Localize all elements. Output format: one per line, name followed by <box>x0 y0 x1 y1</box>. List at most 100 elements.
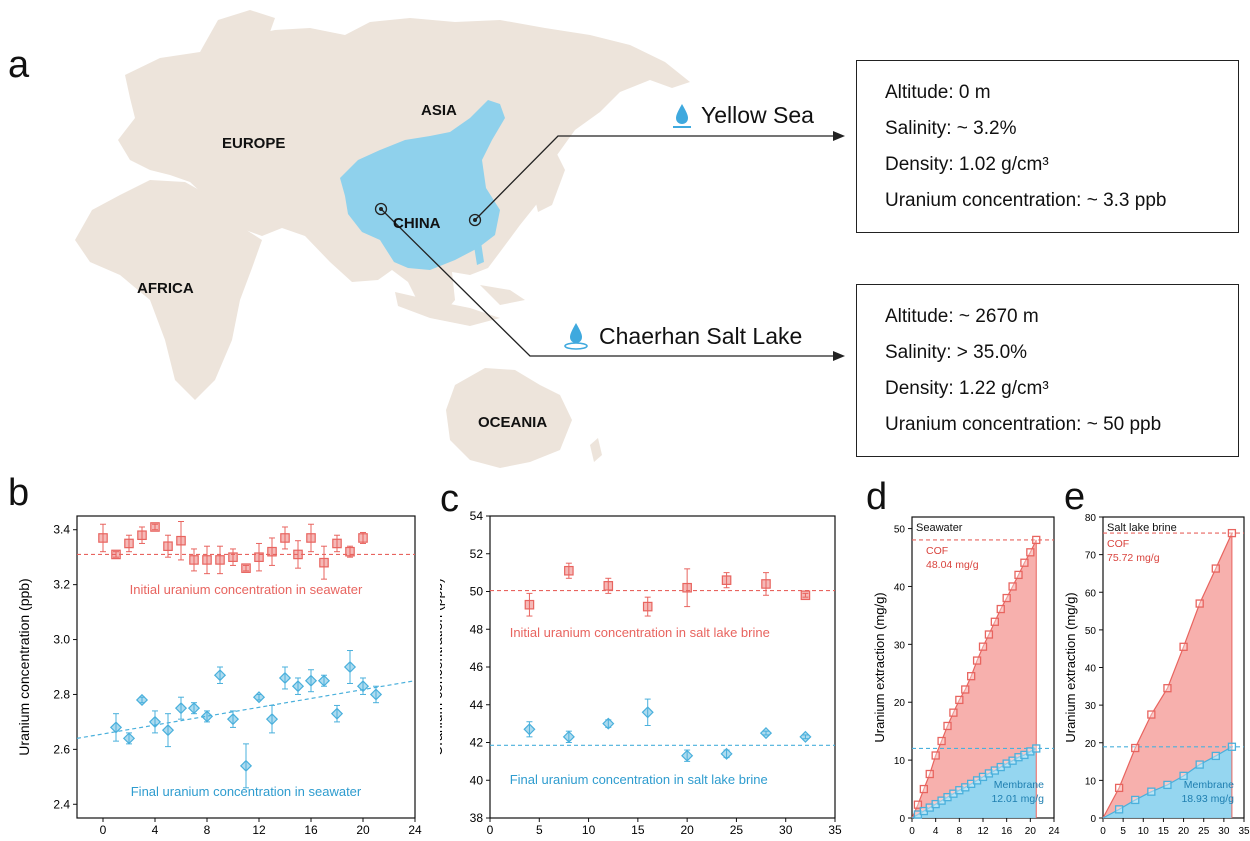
data-point <box>800 590 811 601</box>
data-point <box>122 732 136 745</box>
yellow-sea-connector <box>474 135 840 221</box>
y-tick-label: 44 <box>470 698 484 712</box>
data-point <box>1032 535 1041 545</box>
data-point <box>330 707 344 720</box>
y-tick-label: 3.0 <box>53 633 70 647</box>
data-point <box>306 533 316 543</box>
membrane-label: Membrane <box>994 779 1044 791</box>
data-point <box>176 535 186 546</box>
africa-landmass <box>75 180 262 400</box>
x-tick-label: 4 <box>152 823 159 837</box>
x-tick-label: 15 <box>631 823 645 837</box>
data-point <box>1147 710 1156 719</box>
y-tick-label: 40 <box>894 582 906 593</box>
data-point <box>1020 558 1029 567</box>
x-tick-label: 16 <box>1001 826 1013 837</box>
x-tick-label: 16 <box>304 823 318 837</box>
data-point <box>358 533 368 543</box>
x-tick-label: 0 <box>487 823 494 837</box>
data-point <box>1114 783 1124 793</box>
data-point <box>1014 570 1023 580</box>
region-label-europe: EUROPE <box>222 135 285 152</box>
data-point <box>369 688 383 701</box>
data-point <box>1147 787 1156 796</box>
data-point <box>1002 593 1011 603</box>
y-tick-label: 10 <box>1085 776 1097 787</box>
data-point <box>1211 564 1220 573</box>
data-point <box>1227 742 1237 751</box>
data-point <box>1014 753 1023 762</box>
y-tick-label: 38 <box>470 811 484 825</box>
y-tick-label: 2.8 <box>53 687 70 701</box>
x-tick-label: 25 <box>1198 826 1210 837</box>
y-axis-label: Uranium concentration (ppb) <box>440 578 445 755</box>
data-point <box>317 674 331 687</box>
series-line <box>1102 532 1233 819</box>
data-point <box>943 721 952 731</box>
data-point <box>967 672 976 681</box>
trend-line <box>76 680 416 739</box>
data-point <box>949 708 958 717</box>
site-label-chaerhan: Chaerhan Salt Lake <box>599 323 803 349</box>
data-point <box>343 660 357 674</box>
x-tick-label: 10 <box>1138 826 1150 837</box>
data-point <box>226 713 240 726</box>
data-point <box>524 599 535 610</box>
y-tick-label: 54 <box>470 509 484 523</box>
y-tick-label: 50 <box>894 525 906 536</box>
y-tick-label: 40 <box>470 773 484 787</box>
data-point <box>345 546 355 557</box>
data-point <box>150 522 160 532</box>
data-point <box>254 552 264 562</box>
region-label-asia: ASIA <box>421 102 457 119</box>
info-density: Density: 1.02 g/cm³ <box>885 154 1049 175</box>
x-tick-label: 15 <box>1158 826 1170 837</box>
chart-title: Seawater <box>916 522 963 534</box>
data-point <box>1032 744 1041 753</box>
y-tick-label: 80 <box>1085 513 1097 524</box>
x-tick-label: 30 <box>1218 826 1230 837</box>
data-point <box>972 656 982 665</box>
yellow-sea-marker-icon <box>468 213 482 227</box>
panel-label-a: a <box>8 44 30 86</box>
data-point <box>961 685 970 694</box>
data-point <box>1131 743 1140 753</box>
info-salinity: Salinity: ~ 3.2% <box>885 118 1017 139</box>
y-tick-label: 70 <box>1085 551 1097 562</box>
data-point <box>681 749 694 762</box>
data-point <box>1211 751 1220 761</box>
data-point <box>161 724 175 737</box>
data-point <box>215 555 225 565</box>
chart-e: 0510152025303501020304050607080Exposure … <box>1063 513 1250 837</box>
data-point <box>124 538 134 549</box>
data-point <box>189 555 199 565</box>
series-line <box>1102 746 1233 819</box>
info-uranium: Uranium concentration: ~ 50 ppb <box>885 414 1162 435</box>
data-point <box>682 582 692 593</box>
data-point <box>267 546 277 557</box>
data-point <box>562 730 575 743</box>
cof-value-label: 48.04 mg/g <box>926 559 979 571</box>
info-box-chaerhan: Altitude: ~ 2670 m Salinity: > 35.0% Den… <box>856 284 1239 457</box>
cof-value-label: 75.72 mg/g <box>1107 552 1160 564</box>
x-tick-label: 0 <box>909 826 915 837</box>
y-tick-label: 30 <box>894 640 906 651</box>
x-tick-label: 8 <box>957 826 963 837</box>
data-point <box>252 691 266 704</box>
data-point <box>304 674 318 687</box>
x-tick-label: 0 <box>1100 826 1106 837</box>
region-label-oceania: OCEANIA <box>478 414 547 431</box>
y-tick-label: 46 <box>470 660 484 674</box>
x-tick-label: 35 <box>828 823 842 837</box>
data-point <box>602 717 615 730</box>
cof-label: COF <box>926 545 948 557</box>
salt-lake-marker-icon <box>374 202 388 216</box>
plot-frame <box>76 515 416 819</box>
australia-landmass <box>446 368 572 468</box>
data-point <box>564 565 574 576</box>
panel-label-d: d <box>866 476 888 518</box>
y-axis-label: Uranium concentration (ppb) <box>16 578 32 755</box>
y-axis-label: Uranium extraction (mg/g) <box>1063 592 1078 742</box>
japan-landmass <box>534 150 565 212</box>
y-tick-label: 40 <box>1085 664 1097 675</box>
